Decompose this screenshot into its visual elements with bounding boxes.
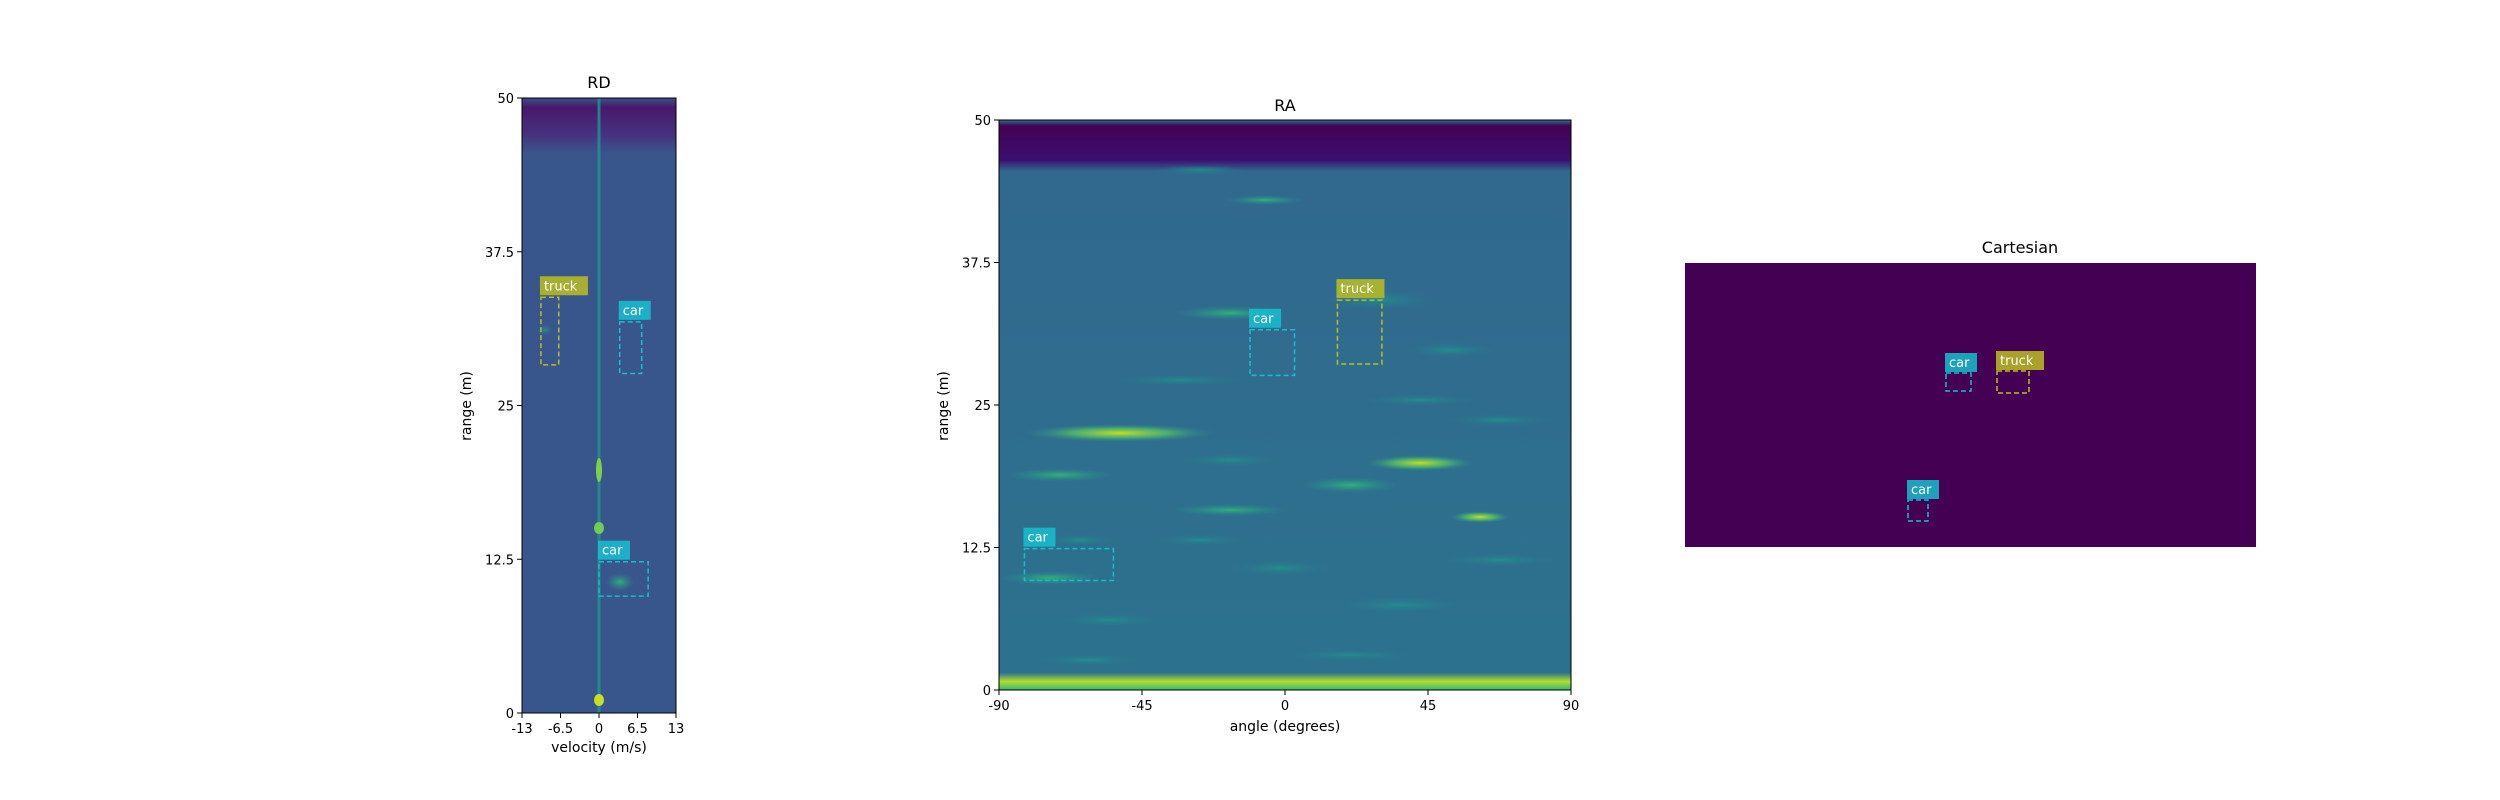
rd-xlabel: velocity (m/s) [551,740,647,756]
ra-xtick-label: 45 [1420,699,1437,714]
ra-xtick-label: 0 [1281,699,1289,714]
rd-axes: -13 -6.5 0 6.5 13 0 12.5 25 37.5 50 [485,92,684,737]
ra-axes: -90 -45 0 45 90 0 12.5 25 37.5 50 [962,114,1579,714]
ra-title: RA [1274,96,1295,115]
cartesian-box-label-bg [1945,353,1977,372]
rd-xtick-label: 0 [595,722,603,737]
ra-box-car [1249,329,1296,377]
cartesian-box-label-bg [1907,480,1939,499]
rd-box-label: car [602,544,623,559]
cartesian-box-car [1907,499,1929,522]
rd-panel: truck car car -13 -6.5 0 6.5 13 0 12.5 25 37.5 50 R… [459,73,684,756]
rd-ytick-label: 50 [497,92,514,107]
rd-xtick-label: 6.5 [627,722,648,737]
ra-ytick-label: 12.5 [962,542,991,557]
rd-xtick-label: 13 [668,722,685,737]
rd-xtick-label: -6.5 [548,722,573,737]
rd-box-label-bg [598,540,630,560]
ra-detection-boxes: truck car car [1023,279,1385,582]
rd-ytick-label: 37.5 [485,246,514,261]
ra-ytick-label: 50 [974,114,991,129]
ra-box-label-bg [1023,527,1056,547]
ra-box-label-bg [1336,279,1385,299]
rd-heatmap [522,98,676,713]
rd-box-truck [540,296,560,366]
rd-ylabel: range (m) [459,371,475,441]
rd-box-label: car [623,304,644,319]
ra-ylabel: range (m) [936,371,952,441]
ra-xlabel: angle (degrees) [1230,719,1341,735]
rd-ytick-label: 0 [506,707,514,722]
cartesian-box-car [1945,372,1972,392]
rd-xtick-label: -13 [511,722,532,737]
rd-box-label-bg [539,276,588,296]
rd-ytick-label: 12.5 [485,553,514,568]
ra-box-label: car [1253,312,1274,327]
ra-ytick-label: 25 [974,399,991,414]
cartesian-box-truck [1996,370,2030,394]
rd-detection-boxes: truck car car [539,276,651,597]
ra-xtick-label: 90 [1563,699,1580,714]
rd-box-car [598,560,649,597]
ra-box-car [1023,547,1115,582]
ra-ytick-label: 37.5 [962,257,991,272]
rd-box-label-bg [618,300,651,320]
cartesian-box-label-bg [1996,351,2044,370]
cartesian-panel: car truck car Cartesian [1685,238,2256,547]
ra-xtick-label: -90 [988,699,1009,714]
cartesian-image [1685,263,2256,547]
ra-xtick-label: -45 [1131,699,1152,714]
ra-heatmap [999,120,1571,690]
cartesian-box-label: car [1911,483,1932,498]
rd-ytick-label: 25 [497,400,514,415]
ra-box-label-bg [1249,308,1282,328]
cartesian-title: Cartesian [1982,238,2058,257]
ra-box-truck [1336,299,1383,365]
rd-box-label: truck [544,279,578,294]
cartesian-box-label: truck [2000,354,2034,369]
ra-ytick-label: 0 [983,684,991,699]
ra-box-label: car [1027,531,1048,546]
rd-box-car [618,321,643,375]
rd-title: RD [587,73,610,92]
cartesian-detection-boxes: car truck car [1907,351,2044,522]
cartesian-box-label: car [1949,356,1970,371]
ra-box-label: truck [1340,282,1374,297]
